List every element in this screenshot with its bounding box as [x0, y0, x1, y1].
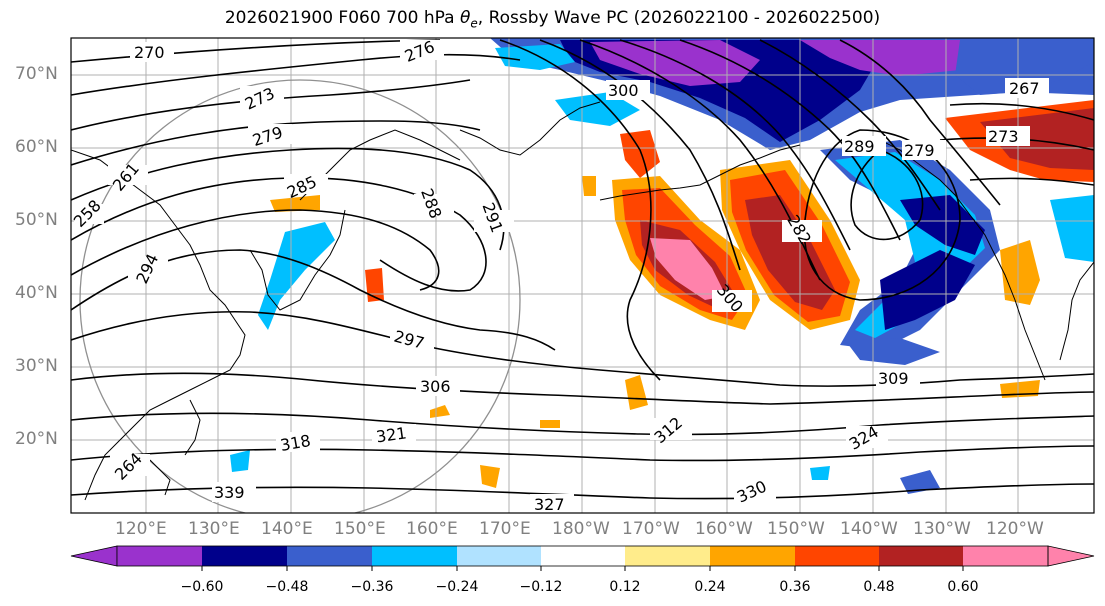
map-frame [70, 37, 1095, 514]
colorbar-ticks [201, 566, 964, 571]
shading-polygon [810, 466, 830, 480]
colorbar-swatch [372, 546, 457, 566]
colorbar-extend-high [1047, 545, 1095, 567]
lon-label: 160°E [406, 519, 458, 539]
shading-polygon [900, 195, 985, 255]
colorbar-swatch [879, 546, 963, 566]
colorbar-tick-label: −0.24 [435, 579, 479, 595]
colorbar-swatch [710, 546, 795, 566]
contour-label: 279 [904, 141, 935, 160]
shading-polygon [430, 405, 450, 418]
shading-polygon [480, 465, 500, 488]
contour-label: 306 [420, 377, 451, 396]
colorbar-swatch [457, 546, 541, 566]
colorbar-extend-low [70, 545, 118, 567]
lon-label: 160°W [695, 519, 753, 539]
colorbar-tick-label: 0.48 [863, 579, 895, 595]
colorbar-swatch [625, 546, 710, 566]
map-area: 270 273 279 276 267 261 285 288 291 300 … [71, 38, 1094, 514]
colorbar-tick-label: −0.36 [350, 579, 394, 595]
reference-circle [79, 79, 521, 513]
lon-label: 140°W [840, 519, 898, 539]
colorbar-swatch [795, 546, 879, 566]
colorbar-swatch [117, 546, 202, 566]
lat-label: 40°N [15, 283, 58, 303]
coastlines [71, 101, 1094, 501]
lon-label: 130°E [188, 519, 240, 539]
theta-contours [71, 39, 1094, 500]
lon-label: 140°E [261, 519, 313, 539]
colorbar-swatch [287, 546, 372, 566]
shading-polygon [745, 195, 835, 310]
contour-label: 300 [608, 81, 639, 100]
shading-polygon [845, 338, 940, 365]
lon-label: 150°E [334, 519, 386, 539]
colorbar-tick-label: 0.12 [609, 579, 641, 595]
shading-polygon [258, 222, 335, 330]
title-suffix: , Rossby Wave PC (2026022100 - 202602250… [477, 8, 881, 28]
lon-label: 170°W [622, 519, 680, 539]
colorbar-outline [116, 545, 1049, 567]
lat-label: 30°N [15, 356, 58, 376]
shading-polygon [495, 44, 575, 70]
shading-polygon [230, 450, 250, 472]
shading-polygon [620, 130, 660, 178]
shading-polygon [540, 420, 560, 428]
lon-label: 150°W [767, 519, 825, 539]
lat-label: 70°N [15, 64, 58, 84]
colorbar-tick-label: 0.60 [947, 579, 979, 595]
contour-label: 327 [534, 495, 565, 514]
map-title: 2026021900 F060 700 hPa θe, Rossby Wave … [0, 8, 1105, 30]
colorbar [70, 545, 1095, 571]
lon-label: 120°W [986, 519, 1044, 539]
shading-polygon [582, 176, 596, 196]
colorbar-tick-label: −0.48 [265, 579, 309, 595]
lon-label: 130°W [913, 519, 971, 539]
lat-label: 20°N [15, 429, 58, 449]
contour-label: 321 [375, 423, 408, 446]
shading-polygon [955, 40, 1094, 95]
title-sub: e [470, 16, 478, 31]
shading-polygon [880, 250, 975, 330]
colorbar-swatch [202, 546, 287, 566]
colorbar-tick-label: 0.24 [694, 579, 726, 595]
contour-label: 270 [134, 43, 165, 62]
contour-label: 309 [878, 369, 909, 388]
title-prefix: 2026021900 F060 700 hPa [224, 8, 460, 28]
contour-label: 267 [1009, 79, 1040, 98]
contour-label: 273 [988, 127, 1019, 146]
shading-polygon [820, 140, 1000, 350]
lon-label: 180°W [552, 519, 610, 539]
colorbar-tick-label: −0.60 [180, 579, 224, 595]
colorbar-tick-label: 0.36 [779, 579, 811, 595]
contour-labels: 270 273 279 276 267 261 285 288 291 300 … [71, 38, 1049, 514]
shading-polygon [650, 238, 726, 300]
title-theta: θ [460, 8, 471, 28]
colorbar-tick-label: −0.12 [519, 579, 563, 595]
shading-polygon [270, 195, 320, 212]
shading-polygon [625, 375, 648, 410]
contour-label: 339 [214, 483, 245, 502]
colorbar-swatch [541, 546, 625, 566]
lat-label: 60°N [15, 137, 58, 157]
shading-polygon [555, 92, 640, 126]
shading-polygon [900, 470, 940, 494]
shading-polygon [980, 108, 1094, 170]
contour-label: 289 [844, 137, 875, 156]
lon-label: 170°E [479, 519, 531, 539]
shading-polygon [1050, 195, 1094, 262]
lat-label: 50°N [15, 210, 58, 230]
colorbar-swatch [963, 546, 1048, 566]
lon-label: 120°E [115, 519, 167, 539]
